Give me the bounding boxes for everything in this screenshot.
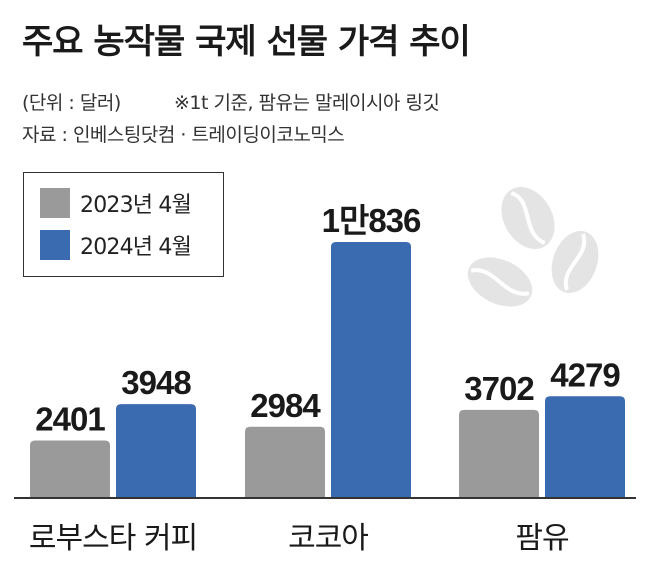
- legend-swatch-2023: [40, 188, 70, 218]
- chart-title: 주요 농작물 국제 선물 가격 추이: [22, 22, 471, 62]
- category-label-0: 로부스타 커피: [29, 521, 197, 556]
- source-note: 자료 : 인베스팅닷컴 · 트레이딩이코노믹스: [22, 124, 345, 146]
- unit-note: (단위 : 달러): [22, 92, 121, 114]
- bar-2024-0: [116, 404, 196, 497]
- bar-2024-1: [331, 242, 411, 497]
- value-label-2023-1: 2984: [250, 387, 321, 424]
- value-label-2024-2: 4279: [550, 356, 620, 393]
- value-label-2024-1: 1만836: [322, 202, 421, 239]
- bar-2023-0: [30, 440, 110, 497]
- category-label-1: 코코아: [288, 521, 368, 556]
- bar-2023-2: [459, 409, 539, 497]
- legend-item-2024: 2024년 4월: [40, 229, 192, 261]
- coffee-beans-decoration: [467, 187, 599, 307]
- category-label-2: 팜유: [515, 521, 569, 556]
- value-label-2023-2: 3702: [464, 370, 534, 407]
- legend: 2023년 4월 2024년 4월: [23, 172, 224, 277]
- legend-label-2024: 2024년 4월: [80, 235, 192, 260]
- value-label-2023-0: 2401: [35, 400, 105, 437]
- legend-label-2023: 2023년 4월: [80, 193, 192, 218]
- bar-2023-1: [245, 426, 325, 497]
- bar-2024-2: [545, 396, 625, 497]
- legend-swatch-2024: [40, 230, 70, 260]
- footnote: ※1t 기준, 팜유는 말레이시아 링깃: [174, 92, 440, 114]
- legend-item-2023: 2023년 4월: [40, 187, 192, 219]
- value-label-2024-0: 3948: [121, 364, 191, 401]
- bars-group: 2401 3948 로부스타 커피 2984 1만836 코코아 3702 4279 팜유: [29, 202, 625, 556]
